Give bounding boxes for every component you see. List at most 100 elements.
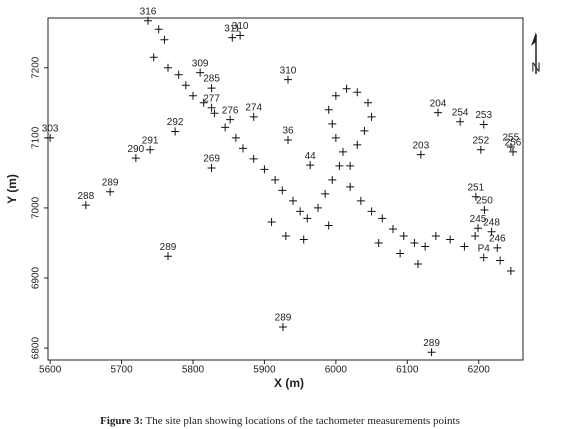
point [427,348,436,357]
point [374,238,383,247]
point [331,91,340,100]
point-label: 251 [468,182,485,193]
point-label: 269 [203,154,220,165]
x-tick-label: 5900 [253,365,276,376]
point [144,16,152,25]
point [414,259,422,268]
point [46,133,55,142]
y-tick-label: 7200 [31,56,42,79]
point-label: 250 [476,196,493,207]
point-label: 255 [503,133,520,144]
point [456,117,465,126]
point [210,109,219,118]
point-label: 276 [222,105,239,116]
point [239,144,247,153]
point [446,235,455,244]
point-label: 309 [192,58,209,69]
point [154,25,163,34]
point [314,203,322,212]
point-label: 36 [282,126,294,137]
point [416,150,425,159]
point [171,127,180,136]
point [279,323,287,332]
point [509,147,517,156]
point [356,196,365,205]
point [335,161,344,170]
x-tick-label: 6100 [396,365,419,376]
point-label: 277 [203,93,220,104]
point-label: 44 [305,151,317,162]
point-label: 290 [128,144,145,155]
point [281,231,290,240]
point [471,192,480,201]
point [480,206,489,215]
point-label: 291 [142,135,159,146]
north-label: N [531,59,540,74]
point-label: 256 [505,137,522,148]
point [331,133,340,142]
point [207,103,216,112]
point [196,68,205,77]
point [487,227,496,236]
point [146,145,155,154]
point [228,33,237,42]
point-label: 289 [275,313,292,324]
point [479,253,488,262]
point [328,119,337,128]
point-label: 246 [489,234,506,245]
y-tick-label: 7100 [31,126,42,149]
point [367,207,376,216]
caption-label: Figure 3: [100,415,143,427]
point [496,256,505,265]
y-tick-label: 7000 [31,196,42,219]
point-label: 254 [452,107,469,118]
point [342,84,351,93]
point [181,81,190,90]
point [396,249,405,258]
y-tick-label: 6800 [31,337,42,360]
point [471,231,480,240]
point [296,207,305,216]
point [399,231,408,240]
point [389,224,397,233]
point [189,91,197,100]
point [199,98,208,107]
point [339,147,347,156]
point [284,135,292,144]
point [249,154,258,163]
point [460,242,469,251]
point [410,238,419,247]
point-label: 310 [232,21,249,32]
point [271,175,280,184]
point [324,105,333,114]
point-label: 248 [483,217,500,228]
point [353,140,362,149]
north-arrow: N [531,32,541,74]
caption-text: The site plan showing locations of the t… [146,415,460,427]
point-label: 204 [430,98,447,109]
point [267,217,276,226]
point-label: 274 [245,102,262,113]
point [493,243,502,252]
point [506,142,515,151]
x-axis-title: X (m) [274,376,304,390]
point [474,224,482,233]
point [106,187,115,196]
point-label: 310 [280,65,297,76]
x-tick-label: 5600 [39,365,62,376]
point [174,70,183,79]
point-label: 289 [102,177,119,188]
point [321,189,330,198]
point [434,108,442,117]
plot-frame [47,17,524,361]
point [431,231,440,240]
point-label: 289 [423,338,440,349]
point-label: 288 [78,191,95,202]
point [226,115,235,124]
point-label: 289 [160,242,177,253]
point-label: 252 [473,135,490,146]
point [346,182,355,191]
point-label: 303 [42,123,59,134]
point [164,63,172,72]
